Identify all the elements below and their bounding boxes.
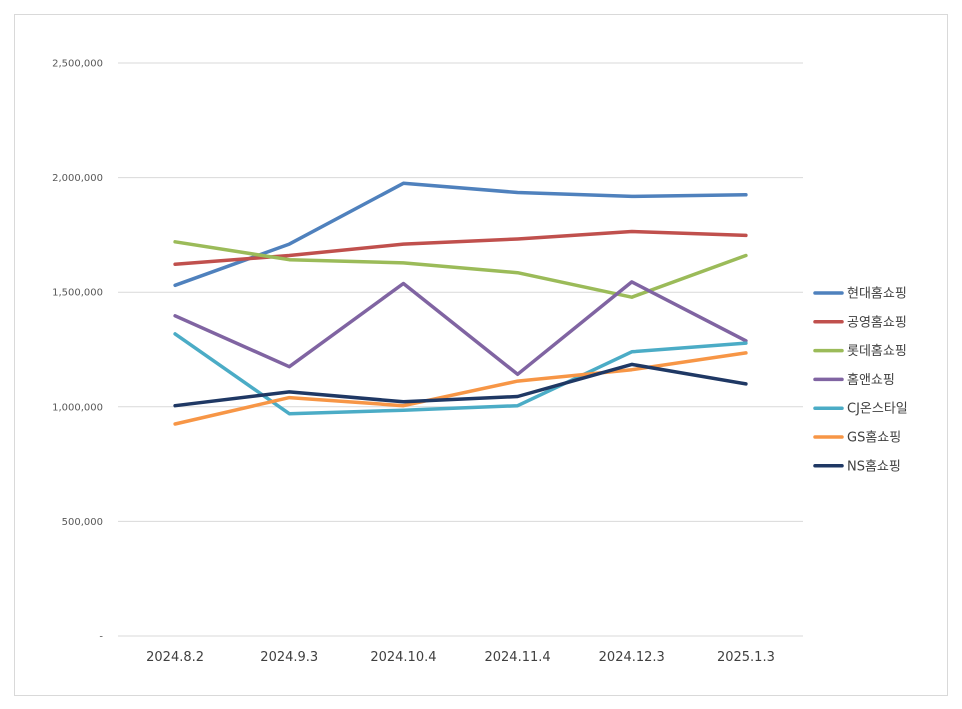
legend-item: NS홈쇼핑 [813,459,901,474]
legend-label: NS홈쇼핑 [847,459,901,474]
series-line [173,332,748,416]
y-tick-label: 1,500,000 [52,288,103,299]
x-tick-label: 2024.10.4 [370,650,436,665]
series-line [173,280,748,377]
legend-label: 현대홈쇼핑 [847,287,907,302]
legend-label: 롯데홈쇼핑 [847,344,907,359]
series-line [173,351,748,426]
legend-label: 공영홈쇼핑 [847,315,907,330]
y-tick-label: 2,500,000 [52,59,103,70]
series-line [173,181,748,288]
y-tick-label: 500,000 [62,517,103,528]
y-axis-ticks: - 500,000 1,000,000 1,500,000 2,000,000 2,500… [52,59,103,643]
series-line [173,240,748,299]
series-line [173,229,748,266]
legend-item: 공영홈쇼핑 [813,315,907,330]
legend-label: CJ온스타일 [847,402,908,417]
legend-label: 홈앤쇼핑 [847,373,895,388]
x-tick-label: 2024.8.2 [146,650,204,665]
x-tick-label: 2024.12.3 [599,650,665,665]
legend-item: CJ온스타일 [813,402,908,417]
y-tick-label: 1,000,000 [52,402,103,413]
x-tick-label: 2024.9.3 [260,650,318,665]
x-tick-label: 2024.11.4 [484,650,550,665]
chart-frame [14,14,948,696]
y-tick-label: 2,000,000 [52,173,103,184]
legend-label: GS홈쇼핑 [847,431,901,446]
legend-item: 롯데홈쇼핑 [813,344,907,359]
x-axis-ticks: 2024.8.2 2024.9.3 2024.10.4 2024.11.4 2024.1… [146,650,775,665]
legend-item: 현대홈쇼핑 [813,287,907,302]
series-lines [173,181,748,426]
x-tick-label: 2025.1.3 [717,650,775,665]
y-tick-label: - [99,632,103,643]
legend-item: 홈앤쇼핑 [813,373,895,388]
series-line [173,362,748,408]
gridlines [118,62,803,637]
legend-item: GS홈쇼핑 [813,431,901,446]
